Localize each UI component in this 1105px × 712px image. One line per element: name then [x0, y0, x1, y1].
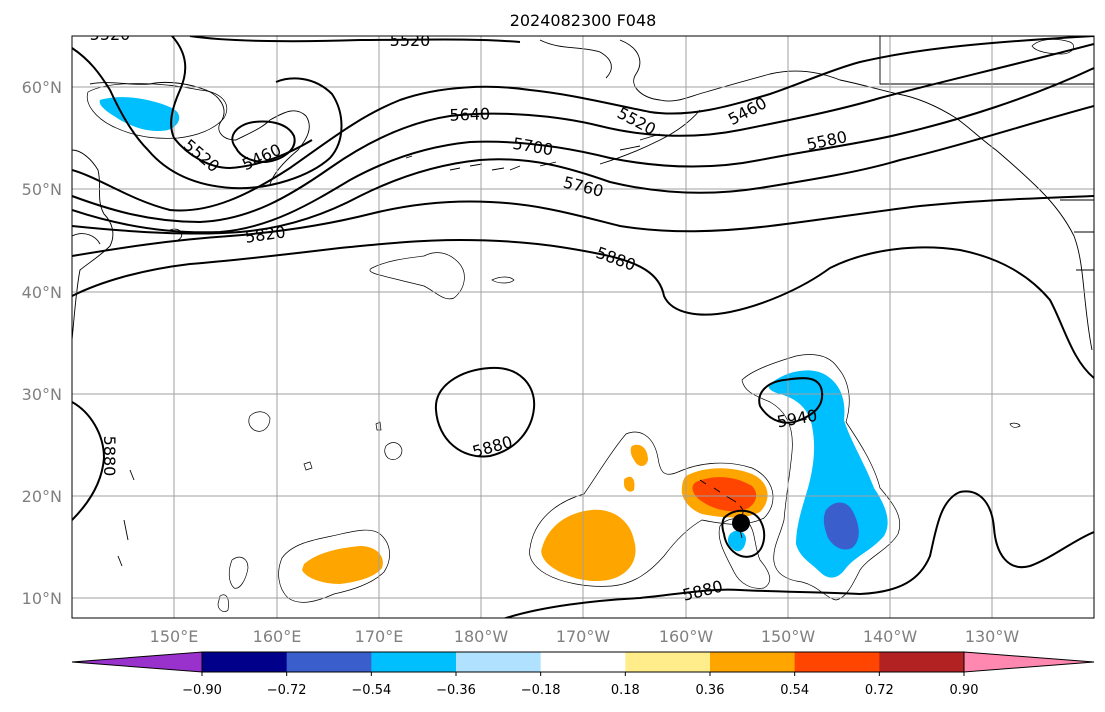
colorbar-segment [710, 652, 796, 672]
negative-anomaly-bering-core [99, 97, 180, 132]
lon-tick-label: 150°W [761, 627, 816, 646]
contour-label: 5880 [100, 436, 119, 477]
lat-tick-label: 60°N [22, 78, 62, 97]
colorbar: −0.90 −0.72 −0.54 −0.36 −0.18 0.18 0.36 0.54 0.7… [71, 651, 1095, 698]
colorbar-tick-label: −0.54 [351, 683, 391, 698]
colorbar-segment [794, 652, 880, 672]
lon-tick-label: 130°W [965, 627, 1020, 646]
lat-tick-label: 10°N [22, 589, 62, 608]
colorbar-extend-low [71, 651, 203, 673]
contour-5880-closed-west [434, 366, 536, 458]
colorbar-segment [540, 652, 626, 672]
contour-storm [721, 509, 766, 558]
lat-tick-label: 20°N [22, 487, 62, 506]
lon-tick-label: 170°W [556, 627, 611, 646]
contour-5700 [72, 67, 1094, 234]
lat-tick-label: 50°N [22, 180, 62, 199]
positive-anomaly-hawaii-core [541, 509, 636, 582]
map-title: 2024082300 F048 [510, 11, 657, 30]
contour-5460-low [231, 120, 296, 164]
anomaly-shading [86, 39, 1074, 612]
lon-tick-label: 180°W [454, 627, 509, 646]
contour-5520-north [189, 36, 521, 43]
storm-center-marker [732, 514, 750, 532]
graticule [72, 36, 1094, 618]
colorbar-segment [371, 652, 457, 672]
colorbar-extend-high [963, 651, 1095, 673]
lat-tick-labels: 60°N 50°N 40°N 30°N 20°N 10°N [22, 78, 62, 608]
contour-5760 [72, 105, 1094, 235]
lon-tick-label: 160°W [659, 627, 714, 646]
map-panel: 5520 5520 5460 5520 5640 5520 5460 5700 … [72, 25, 1094, 618]
lat-tick-label: 30°N [22, 385, 62, 404]
lat-tick-label: 40°N [22, 283, 62, 302]
lon-tick-label: 140°W [863, 627, 918, 646]
lon-tick-labels: 150°E 160°E 170°E 180°W 170°W 160°W 150°… [150, 627, 1020, 646]
map-frame [71, 35, 1095, 619]
contour-5820 [72, 195, 1094, 257]
colorbar-segment [879, 652, 965, 672]
contour-5940 [758, 377, 824, 424]
colorbar-segment [202, 652, 288, 672]
colorbar-segment [286, 652, 372, 672]
contour-label: 5520 [390, 31, 431, 50]
negative-anomaly-east [741, 354, 901, 601]
contour-label: 5520 [90, 25, 131, 44]
negative-anomaly-east-peak [823, 502, 859, 550]
colorbar-tick-label: 0.18 [611, 683, 640, 698]
negative-anomaly-bering [86, 83, 228, 139]
contour-5880-west-edge [72, 401, 106, 521]
colorbar-outline [201, 651, 965, 673]
colorbar-tick-label: 0.90 [950, 683, 979, 698]
chukotka-coast [89, 81, 310, 185]
lon-tick-label: 160°E [253, 627, 302, 646]
contour-label: 5640 [449, 104, 490, 124]
height-contours [72, 36, 1094, 618]
contour-5640 [72, 43, 1094, 224]
positive-anomaly-hawaii [529, 431, 774, 587]
negative-anomaly-aleutian [369, 252, 465, 300]
lon-tick-label: 170°E [355, 627, 404, 646]
contour-5880-main [72, 238, 1094, 379]
colorbar-tick-label: 0.54 [780, 683, 809, 698]
colorbar-tick-label: −0.72 [267, 683, 307, 698]
colorbar-tick-label: −0.36 [436, 683, 476, 698]
colorbar-tick-label: 0.72 [865, 683, 894, 698]
colorbar-tick-label: −0.18 [521, 683, 561, 698]
lon-tick-label: 150°E [150, 627, 199, 646]
colorbar-tick-label: −0.90 [182, 683, 222, 698]
colorbar-segment [625, 652, 711, 672]
colorbar-tick-label: 0.36 [696, 683, 725, 698]
contour-5580 [72, 36, 1094, 212]
colorbar-segment [456, 652, 542, 672]
contour-5880-south [502, 490, 1094, 618]
